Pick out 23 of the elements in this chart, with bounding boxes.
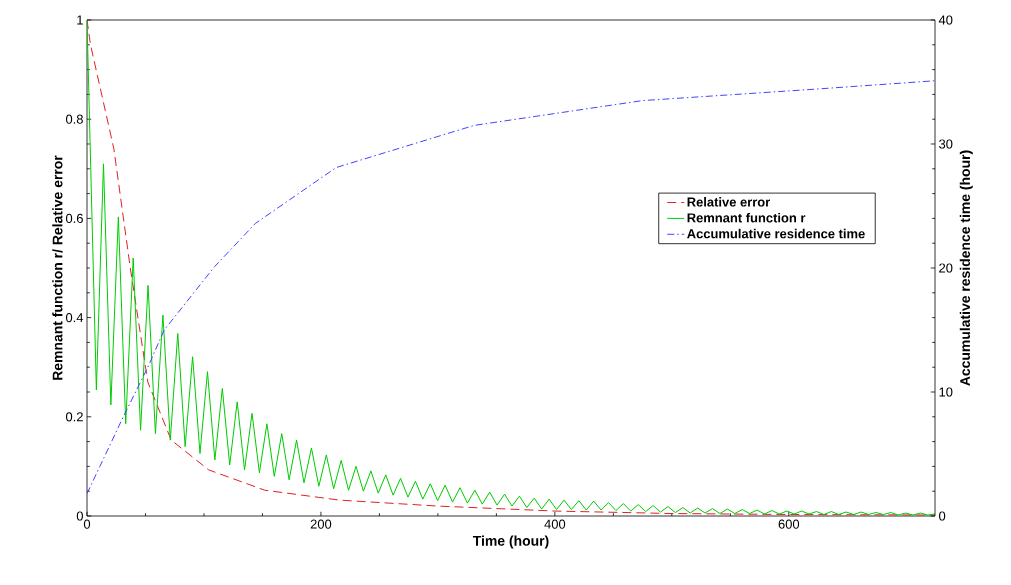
y-tick-label: 0.8: [65, 114, 83, 124]
y2-axis-title: Accumulative residence time (hour): [959, 150, 973, 386]
x-tick-label: 200: [310, 519, 332, 529]
y2-tick-label: 30: [939, 139, 953, 149]
legend-label: Accumulative residence time: [687, 228, 865, 239]
legend-label: Relative error: [687, 197, 771, 207]
y2-tick-label: 20: [939, 263, 953, 273]
y-tick-label: 0: [76, 511, 83, 521]
line-series: [87, 80, 936, 495]
y-tick-label: 0.2: [65, 412, 83, 422]
y-tick-label: 0.6: [65, 213, 83, 223]
x-tick-label: 0: [83, 519, 91, 529]
y2-tick-label: 10: [939, 387, 953, 397]
y2-tick-label: 0: [939, 511, 946, 521]
y2-tick-label: 40: [938, 15, 953, 25]
y-tick-label: 0.4: [65, 313, 84, 323]
legend-label: Remnant function r: [687, 212, 806, 223]
y-axis-title: Remnant function r/ Relative error: [52, 155, 63, 380]
x-tick-label: 400: [544, 519, 566, 529]
x-axis-title: Time (hour): [472, 535, 549, 549]
x-tick-label: 600: [778, 519, 800, 529]
line-series: [87, 20, 936, 516]
y-tick-label: 1: [77, 15, 83, 25]
